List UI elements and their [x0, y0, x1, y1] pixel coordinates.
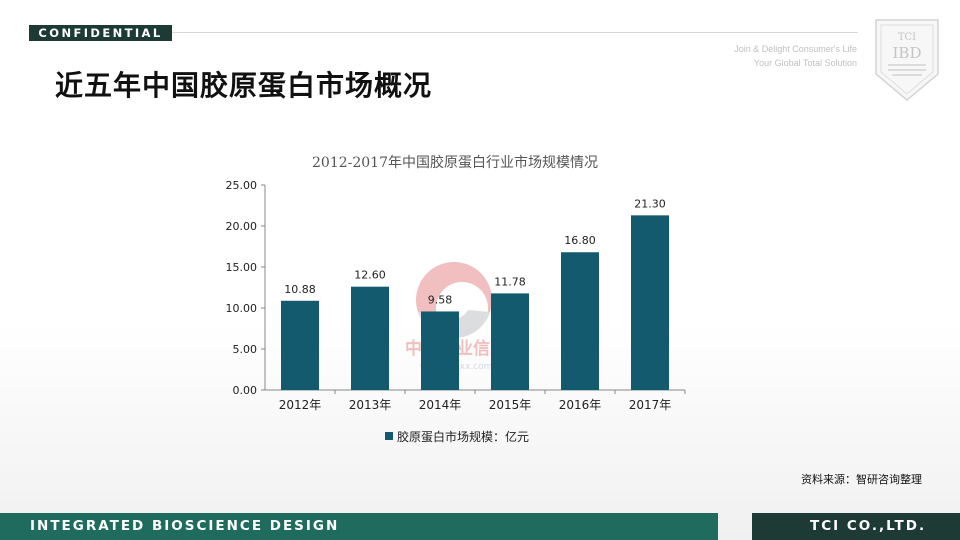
header-divider [172, 32, 858, 33]
bar-value-label: 11.78 [494, 275, 526, 288]
bar-value-label: 12.60 [354, 269, 386, 282]
bar [351, 286, 389, 390]
y-tick-label: 10.00 [226, 302, 258, 315]
bar-value-label: 10.88 [284, 283, 316, 296]
chart-title: 2012-2017年中国胶原蛋白行业市场规模情况 [312, 155, 598, 171]
tagline-line2: Your Global Total Solution [753, 58, 857, 68]
logo-line2: IBD [893, 44, 922, 62]
y-tick-label: 20.00 [226, 220, 258, 233]
y-tick-label: 0.00 [233, 384, 258, 397]
bar-chart: 0.00 5.00 10.00 15.00 20.00 25.00 10.88 2012年 12… [226, 179, 686, 444]
confidential-badge: CONFIDENTIAL [29, 25, 172, 41]
x-tick-label: 2014年 [419, 398, 462, 412]
legend: 胶原蛋白市场规模：亿元 [385, 429, 529, 444]
bar [561, 252, 599, 390]
logo-line1: TCI [898, 32, 916, 43]
legend-swatch [385, 432, 393, 440]
footer-left-bar: INTEGRATED BIOSCIENCE DESIGN [0, 513, 718, 540]
slide-title: 近五年中国胶原蛋白市场概况 [55, 69, 433, 102]
y-tick-label: 25.00 [226, 179, 258, 192]
tagline: Join & Delight Consumer's Life Your Glob… [734, 42, 857, 70]
x-tick-label: 2017年 [629, 398, 672, 412]
bar-value-label: 21.30 [634, 197, 666, 210]
bar [631, 215, 669, 390]
bar [421, 311, 459, 390]
x-tick-label: 2015年 [489, 398, 532, 412]
bar [281, 300, 319, 390]
tagline-line1: Join & Delight Consumer's Life [734, 44, 857, 54]
footer-right-bar: TCI CO.,LTD. [752, 513, 960, 540]
bar-value-label: 16.80 [564, 234, 596, 247]
bar-value-label: 9.58 [428, 293, 453, 306]
footer-right-text: TCI CO.,LTD. [810, 518, 927, 534]
legend-label: 胶原蛋白市场规模：亿元 [397, 429, 529, 444]
x-tick-label: 2016年 [559, 398, 602, 412]
x-tick-label: 2013年 [349, 398, 392, 412]
bar [491, 293, 529, 390]
x-tick-label: 2012年 [279, 398, 322, 412]
y-tick-label: 15.00 [226, 261, 258, 274]
source-note: 资料来源：智研咨询整理 [801, 473, 922, 486]
y-tick-label: 5.00 [233, 343, 258, 356]
footer-left-text: INTEGRATED BIOSCIENCE DESIGN [30, 518, 340, 534]
tci-ibd-logo: TCI IBD [875, 19, 939, 101]
